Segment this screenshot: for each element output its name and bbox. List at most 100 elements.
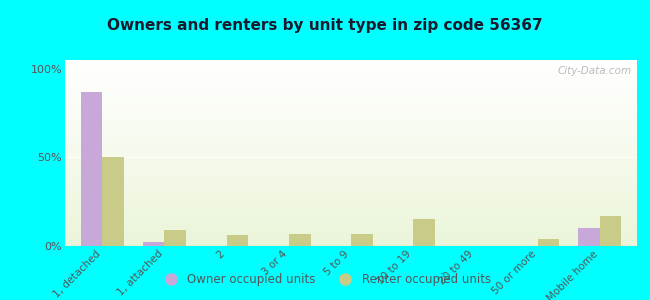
Bar	[81, 92, 102, 246]
Bar	[65, 131, 637, 133]
Bar	[65, 211, 637, 212]
Bar	[65, 238, 637, 240]
Bar	[65, 201, 637, 203]
Bar	[65, 212, 637, 214]
Bar	[538, 239, 559, 246]
Bar	[65, 214, 637, 216]
Bar	[65, 112, 637, 114]
Bar	[65, 194, 637, 196]
Bar	[65, 99, 637, 101]
Bar	[65, 160, 637, 162]
Bar	[65, 203, 637, 205]
Bar	[578, 228, 600, 246]
Bar	[65, 129, 637, 131]
Bar	[65, 229, 637, 231]
Bar	[65, 187, 637, 188]
Bar	[65, 166, 637, 168]
Bar	[65, 231, 637, 233]
Bar	[65, 116, 637, 118]
Bar	[65, 97, 637, 99]
Bar	[143, 242, 164, 246]
Bar	[164, 230, 187, 246]
Bar	[65, 240, 637, 242]
Bar	[65, 88, 637, 90]
Bar	[65, 196, 637, 198]
Bar	[65, 188, 637, 190]
Bar	[65, 149, 637, 151]
Bar	[65, 101, 637, 103]
Bar	[65, 90, 637, 92]
Bar	[65, 142, 637, 144]
Bar	[65, 94, 637, 95]
Bar	[65, 114, 637, 116]
Bar	[65, 103, 637, 105]
Bar	[65, 218, 637, 220]
Bar	[65, 157, 637, 159]
Bar	[65, 172, 637, 173]
Bar	[65, 122, 637, 123]
Bar	[65, 133, 637, 134]
Text: City-Data.com: City-Data.com	[557, 66, 631, 76]
Bar	[65, 181, 637, 183]
Bar	[65, 123, 637, 125]
Bar	[65, 82, 637, 84]
Bar	[65, 235, 637, 237]
Bar	[600, 216, 621, 246]
Bar	[65, 237, 637, 239]
Bar	[65, 105, 637, 106]
Bar	[65, 233, 637, 235]
Bar	[413, 219, 435, 246]
Bar	[65, 136, 637, 138]
Bar	[65, 170, 637, 172]
Bar	[65, 242, 637, 244]
Bar	[65, 73, 637, 75]
Bar	[65, 151, 637, 153]
Bar	[65, 159, 637, 161]
Bar	[65, 108, 637, 110]
Bar	[65, 68, 637, 69]
Bar	[65, 226, 637, 227]
Bar	[65, 205, 637, 207]
Bar	[65, 209, 637, 211]
Bar	[65, 60, 637, 62]
Bar	[65, 66, 637, 68]
Bar	[65, 146, 637, 147]
Bar	[65, 119, 637, 122]
Bar	[65, 220, 637, 222]
Bar	[65, 177, 637, 179]
Bar	[351, 234, 372, 246]
Bar	[65, 173, 637, 175]
Text: Owners and renters by unit type in zip code 56367: Owners and renters by unit type in zip c…	[107, 18, 543, 33]
Bar	[65, 134, 637, 136]
Bar	[65, 244, 637, 246]
Bar	[65, 164, 637, 166]
Bar	[65, 168, 637, 170]
Bar	[65, 140, 637, 142]
Bar	[65, 216, 637, 218]
Bar	[65, 64, 637, 66]
Bar	[65, 183, 637, 184]
Bar	[227, 236, 248, 246]
Bar	[65, 190, 637, 192]
Bar	[65, 184, 637, 187]
Bar	[65, 80, 637, 82]
Bar	[65, 62, 637, 64]
Bar	[65, 200, 637, 201]
Bar	[65, 79, 637, 80]
Bar	[65, 110, 637, 112]
Bar	[65, 198, 637, 200]
Bar	[65, 138, 637, 140]
Bar	[65, 71, 637, 73]
Bar	[65, 125, 637, 127]
Bar	[65, 222, 637, 224]
Bar	[65, 118, 637, 119]
Bar	[65, 106, 637, 108]
Bar	[65, 175, 637, 177]
Bar	[65, 207, 637, 209]
Legend: Owner occupied units, Renter occupied units: Owner occupied units, Renter occupied un…	[154, 269, 496, 291]
Bar	[65, 179, 637, 181]
Bar	[65, 162, 637, 164]
Bar	[102, 158, 124, 246]
Bar	[65, 84, 637, 86]
Bar	[65, 144, 637, 146]
